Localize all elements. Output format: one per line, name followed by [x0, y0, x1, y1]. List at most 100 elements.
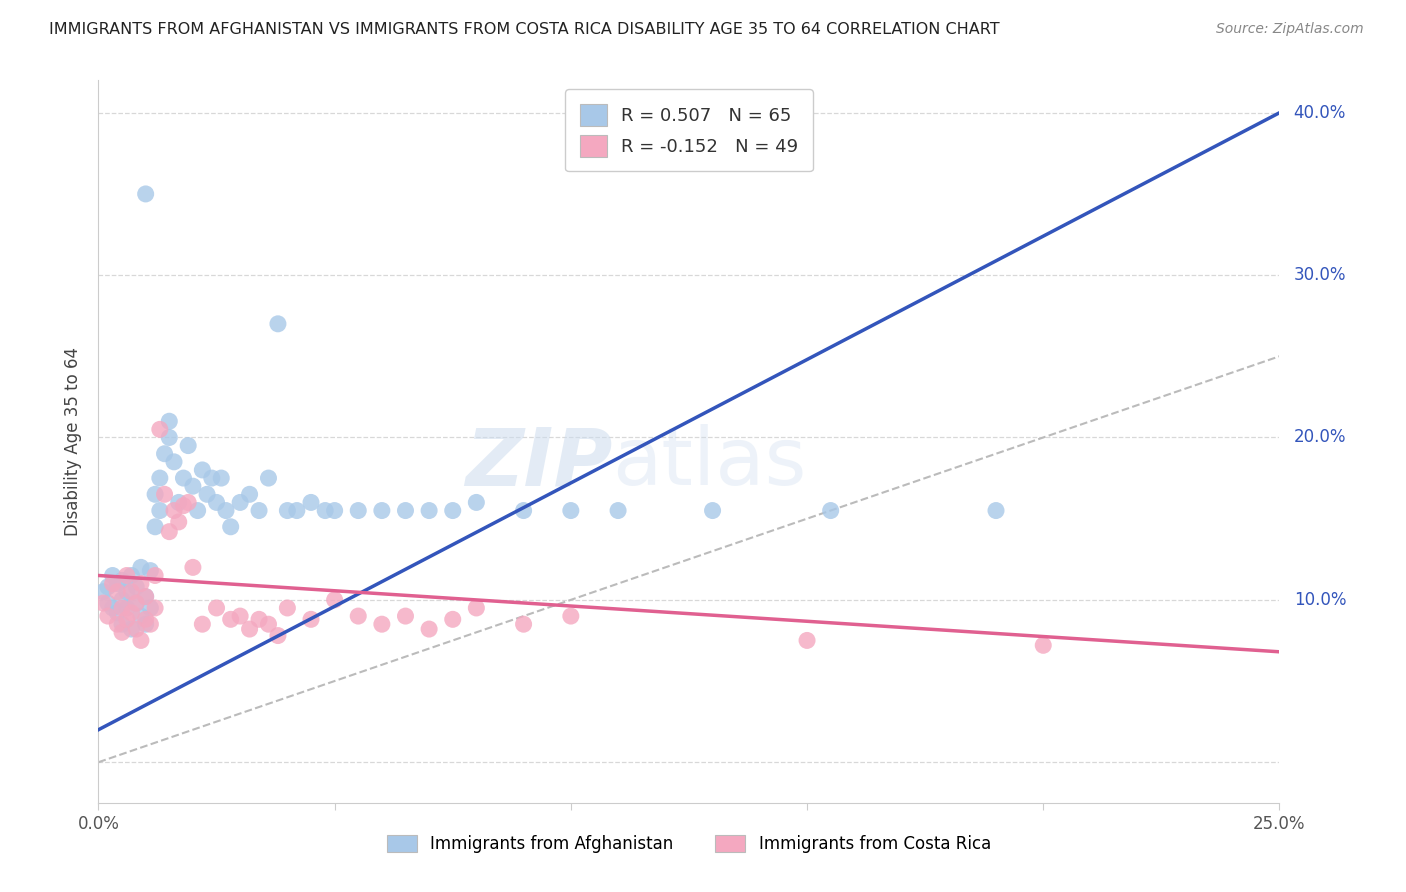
- Point: [323, 503, 346, 517]
- Point: [157, 430, 180, 444]
- Y-axis label: Disability Age 35 to 64: Disability Age 35 to 64: [65, 347, 83, 536]
- Point: [299, 612, 322, 626]
- Point: [172, 471, 194, 485]
- Point: [129, 560, 152, 574]
- Text: 30.0%: 30.0%: [1294, 266, 1346, 285]
- Text: atlas: atlas: [612, 425, 807, 502]
- Point: [267, 317, 290, 331]
- Point: [441, 612, 464, 626]
- Point: [219, 520, 242, 534]
- Point: [181, 560, 204, 574]
- Point: [101, 568, 124, 582]
- Point: [209, 471, 232, 485]
- Point: [205, 495, 228, 509]
- Point: [149, 503, 172, 517]
- Point: [820, 503, 842, 517]
- Point: [512, 617, 534, 632]
- Point: [441, 503, 464, 517]
- Point: [111, 592, 134, 607]
- Point: [347, 609, 370, 624]
- Point: [512, 503, 534, 517]
- Point: [276, 503, 298, 517]
- Point: [247, 612, 270, 626]
- Point: [285, 503, 308, 517]
- Text: ZIP: ZIP: [465, 425, 612, 502]
- Point: [157, 414, 180, 428]
- Point: [267, 629, 290, 643]
- Point: [257, 617, 280, 632]
- Point: [105, 617, 128, 632]
- Point: [153, 487, 176, 501]
- Point: [135, 612, 157, 626]
- Point: [105, 576, 128, 591]
- Point: [121, 622, 143, 636]
- Point: [135, 617, 157, 632]
- Point: [257, 471, 280, 485]
- Point: [149, 422, 172, 436]
- Point: [239, 622, 262, 636]
- Point: [125, 596, 148, 610]
- Point: [201, 471, 224, 485]
- Point: [111, 625, 134, 640]
- Point: [143, 568, 166, 582]
- Text: Source: ZipAtlas.com: Source: ZipAtlas.com: [1216, 22, 1364, 37]
- Point: [97, 609, 120, 624]
- Point: [125, 580, 148, 594]
- Point: [115, 612, 138, 626]
- Point: [139, 564, 162, 578]
- Point: [796, 633, 818, 648]
- Point: [560, 503, 582, 517]
- Point: [115, 601, 138, 615]
- Point: [135, 186, 157, 201]
- Point: [135, 590, 157, 604]
- Point: [215, 503, 238, 517]
- Point: [191, 463, 214, 477]
- Point: [177, 495, 200, 509]
- Point: [91, 596, 114, 610]
- Point: [163, 503, 186, 517]
- Point: [239, 487, 262, 501]
- Point: [465, 495, 488, 509]
- Point: [195, 487, 218, 501]
- Point: [111, 574, 134, 588]
- Point: [465, 601, 488, 615]
- Point: [101, 601, 124, 615]
- Point: [121, 584, 143, 599]
- Point: [702, 503, 724, 517]
- Point: [143, 487, 166, 501]
- Point: [121, 568, 143, 582]
- Point: [115, 584, 138, 599]
- Point: [91, 584, 114, 599]
- Point: [181, 479, 204, 493]
- Point: [135, 590, 157, 604]
- Point: [229, 609, 252, 624]
- Point: [205, 601, 228, 615]
- Point: [191, 617, 214, 632]
- Point: [299, 495, 322, 509]
- Point: [347, 503, 370, 517]
- Point: [187, 503, 209, 517]
- Point: [125, 596, 148, 610]
- Point: [560, 609, 582, 624]
- Point: [115, 568, 138, 582]
- Point: [163, 455, 186, 469]
- Point: [177, 439, 200, 453]
- Point: [139, 617, 162, 632]
- Point: [105, 584, 128, 599]
- Point: [167, 495, 190, 509]
- Point: [219, 612, 242, 626]
- Point: [229, 495, 252, 509]
- Point: [129, 576, 152, 591]
- Point: [111, 601, 134, 615]
- Point: [143, 601, 166, 615]
- Point: [125, 622, 148, 636]
- Point: [143, 520, 166, 534]
- Point: [105, 606, 128, 620]
- Point: [153, 447, 176, 461]
- Point: [984, 503, 1007, 517]
- Point: [149, 471, 172, 485]
- Point: [121, 606, 143, 620]
- Legend: Immigrants from Afghanistan, Immigrants from Costa Rica: Immigrants from Afghanistan, Immigrants …: [381, 828, 997, 860]
- Point: [167, 515, 190, 529]
- Point: [394, 609, 416, 624]
